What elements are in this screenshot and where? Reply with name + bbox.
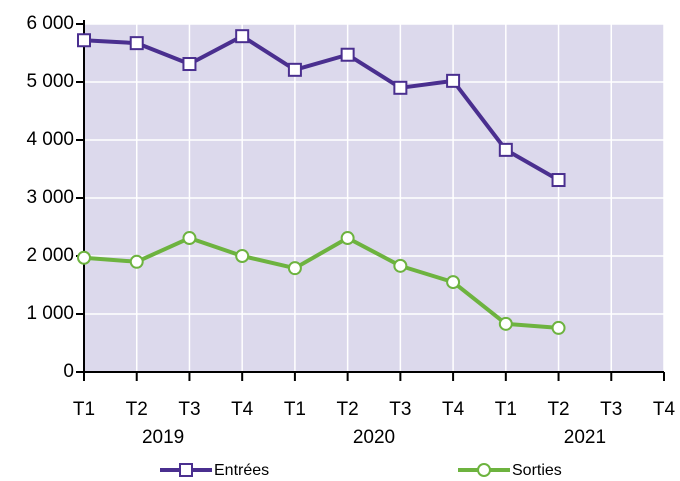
x-tick-label: T4	[231, 399, 254, 420]
marker	[446, 275, 461, 290]
marker	[287, 62, 302, 77]
marker	[446, 73, 461, 88]
y-tick-label: 3 000	[26, 187, 74, 208]
y-tick-label: 4 000	[26, 129, 74, 150]
marker	[498, 142, 513, 157]
x-tick-label: T1	[73, 399, 95, 420]
legend-marker	[179, 463, 193, 477]
x-tick-label: T3	[389, 399, 411, 420]
y-tick-label: 5 000	[26, 71, 74, 92]
x-tick-label: T1	[284, 399, 306, 420]
legend-label: Sorties	[512, 462, 562, 479]
marker	[235, 29, 250, 44]
group-label: 2021	[564, 427, 606, 448]
x-tick-label: T3	[600, 399, 622, 420]
x-tick-label: T3	[178, 399, 200, 420]
x-tick-label: T4	[653, 399, 676, 420]
x-tick-label: T1	[495, 399, 517, 420]
x-tick-label: T2	[126, 399, 148, 420]
y-tick-label: 0	[63, 361, 74, 382]
series-line	[83, 34, 560, 182]
marker	[77, 250, 91, 265]
group-label: 2020	[353, 427, 395, 448]
marker	[393, 258, 408, 273]
marker	[129, 36, 144, 51]
marker	[182, 231, 197, 246]
marker	[340, 231, 355, 246]
x-tick-label: T2	[337, 399, 359, 420]
x-tick-label: T4	[442, 399, 465, 420]
marker	[235, 249, 250, 263]
series-line	[83, 236, 559, 330]
y-tick-label: 2 000	[26, 245, 74, 266]
y-tick-label: 6 000	[26, 13, 74, 34]
legend-label: Entrées	[214, 462, 269, 479]
marker	[551, 320, 566, 335]
marker	[498, 316, 513, 331]
marker	[287, 261, 302, 276]
y-tick-label: 1 000	[26, 303, 74, 324]
marker	[129, 254, 144, 269]
x-tick-label: T2	[547, 399, 569, 420]
marker	[340, 47, 355, 62]
legend-marker	[477, 463, 491, 477]
marker	[393, 80, 408, 95]
marker	[551, 173, 566, 188]
group-label: 2019	[142, 427, 184, 448]
marker	[182, 57, 197, 72]
marker	[77, 33, 91, 48]
